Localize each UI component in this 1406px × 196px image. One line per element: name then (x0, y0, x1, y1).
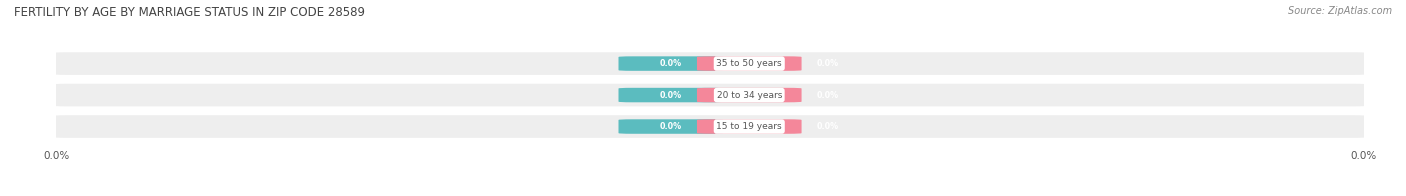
Text: 0.0%: 0.0% (817, 122, 839, 131)
FancyBboxPatch shape (697, 119, 801, 134)
Text: 0.0%: 0.0% (659, 59, 682, 68)
Text: 35 to 50 years: 35 to 50 years (717, 59, 782, 68)
Text: Source: ZipAtlas.com: Source: ZipAtlas.com (1288, 6, 1392, 16)
Text: 20 to 34 years: 20 to 34 years (717, 91, 782, 100)
Text: 0.0%: 0.0% (659, 122, 682, 131)
FancyBboxPatch shape (697, 88, 801, 102)
Text: 15 to 19 years: 15 to 19 years (717, 122, 782, 131)
Text: 0.0%: 0.0% (659, 91, 682, 100)
FancyBboxPatch shape (697, 56, 801, 71)
Text: 0.0%: 0.0% (817, 59, 839, 68)
FancyBboxPatch shape (619, 119, 723, 134)
Text: 0.0%: 0.0% (817, 91, 839, 100)
FancyBboxPatch shape (49, 52, 1371, 75)
FancyBboxPatch shape (49, 84, 1371, 106)
Text: FERTILITY BY AGE BY MARRIAGE STATUS IN ZIP CODE 28589: FERTILITY BY AGE BY MARRIAGE STATUS IN Z… (14, 6, 366, 19)
FancyBboxPatch shape (619, 56, 723, 71)
FancyBboxPatch shape (49, 115, 1371, 138)
FancyBboxPatch shape (619, 88, 723, 102)
